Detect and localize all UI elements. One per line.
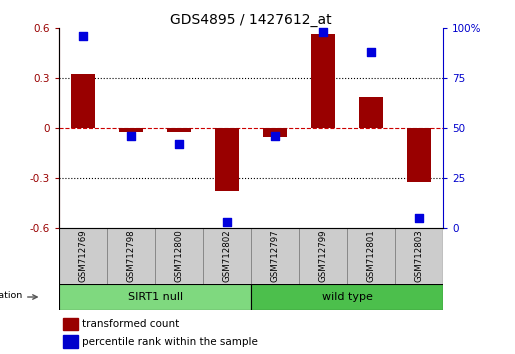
Point <box>367 50 375 55</box>
Bar <box>59 284 251 310</box>
Text: GSM712800: GSM712800 <box>175 229 184 282</box>
Bar <box>119 129 143 132</box>
Bar <box>359 97 383 129</box>
Text: GSM712803: GSM712803 <box>415 229 423 282</box>
Bar <box>71 74 95 129</box>
Point <box>319 29 327 35</box>
Point <box>79 34 88 39</box>
Bar <box>395 228 443 285</box>
Bar <box>63 335 78 348</box>
Point <box>127 133 135 139</box>
Bar <box>63 318 78 330</box>
Bar <box>299 228 347 285</box>
Bar <box>59 228 107 285</box>
Point <box>271 133 279 139</box>
Bar <box>203 228 251 285</box>
Text: wild type: wild type <box>321 292 372 302</box>
Bar <box>155 228 203 285</box>
Bar <box>107 228 155 285</box>
Text: GSM712802: GSM712802 <box>222 229 232 282</box>
Text: GSM712799: GSM712799 <box>318 229 328 282</box>
Point <box>223 219 231 225</box>
Bar <box>347 228 395 285</box>
Text: GSM712801: GSM712801 <box>367 229 375 282</box>
Text: transformed count: transformed count <box>82 319 179 329</box>
Text: percentile rank within the sample: percentile rank within the sample <box>82 337 258 347</box>
Bar <box>251 284 443 310</box>
Bar <box>311 34 335 129</box>
Bar <box>167 129 191 132</box>
Text: GSM712797: GSM712797 <box>270 229 280 282</box>
Text: SIRT1 null: SIRT1 null <box>128 292 183 302</box>
Bar <box>215 129 239 191</box>
Bar <box>407 129 431 182</box>
Text: genotype/variation: genotype/variation <box>0 291 23 300</box>
Bar <box>263 129 287 137</box>
Bar <box>251 228 299 285</box>
Point <box>415 216 423 221</box>
Point <box>175 142 183 147</box>
Text: GSM712798: GSM712798 <box>127 229 135 282</box>
Title: GDS4895 / 1427612_at: GDS4895 / 1427612_at <box>170 13 332 27</box>
Text: GSM712769: GSM712769 <box>79 229 88 282</box>
